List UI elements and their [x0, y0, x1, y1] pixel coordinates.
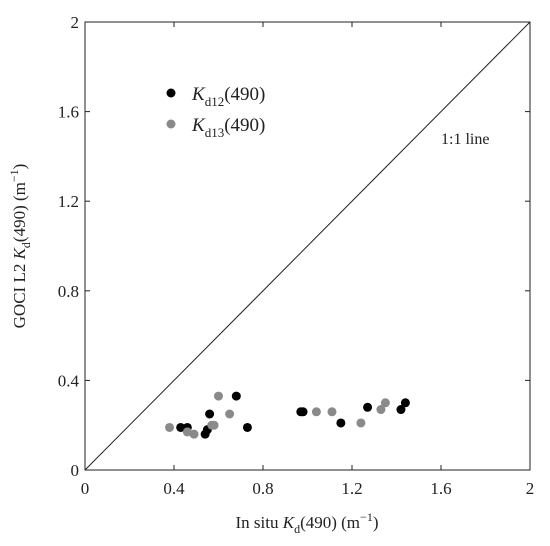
data-points: [165, 391, 410, 439]
x-tick-label: 0: [81, 479, 90, 498]
x-tick-label: 0.8: [252, 479, 273, 498]
point-d13: [356, 418, 366, 428]
point-d13: [311, 407, 321, 417]
y-axis-label: GOCI L2 Kd(490) (m−1): [7, 164, 33, 329]
y-tick-label: 0.4: [58, 371, 80, 390]
point-d13: [165, 422, 175, 432]
point-d13: [376, 405, 386, 415]
legend: Kd12(490) Kd13(490): [166, 84, 265, 140]
x-axis-label: In situ Kd(490) (m−1): [236, 510, 379, 536]
point-d12: [231, 391, 241, 401]
point-d12: [176, 422, 186, 432]
one-to-one-line: [84, 21, 531, 471]
x-tick-label: 2: [526, 479, 535, 498]
point-d12: [363, 402, 373, 412]
point-d12: [242, 422, 252, 432]
x-tick-label: 0.4: [163, 479, 185, 498]
legend-label-kd13: Kd13(490): [191, 115, 265, 140]
point-d13: [327, 407, 337, 417]
point-d12: [298, 407, 308, 417]
point-d12: [396, 405, 406, 415]
x-axis: 0 0.4 0.8 1.2 1.6 2: [81, 22, 535, 498]
plot-frame: [84, 21, 531, 471]
x-tick-label: 1.2: [341, 479, 362, 498]
y-tick-label: 2: [71, 13, 80, 32]
y-tick-label: 1.6: [58, 103, 79, 122]
point-d12: [336, 418, 346, 428]
y-tick-label: 1.2: [58, 192, 79, 211]
legend-label-kd12: Kd12(490): [191, 84, 265, 109]
x-tick-label: 1.6: [430, 479, 451, 498]
one-to-one-line-label: 1:1 line: [441, 131, 489, 148]
y-tick-label: 0: [71, 461, 80, 480]
point-d13: [209, 420, 219, 430]
y-axis: 0 0.4 0.8 1.2 1.6 2: [58, 13, 530, 480]
point-d13: [214, 391, 223, 401]
point-d13: [380, 398, 390, 408]
point-d12: [400, 398, 410, 408]
point-d12: [205, 409, 215, 419]
legend-marker-kd12: [166, 88, 176, 98]
point-d13: [225, 409, 235, 419]
point-d13: [189, 429, 199, 439]
legend-marker-kd13: [166, 119, 176, 129]
y-tick-label: 0.8: [58, 282, 79, 301]
